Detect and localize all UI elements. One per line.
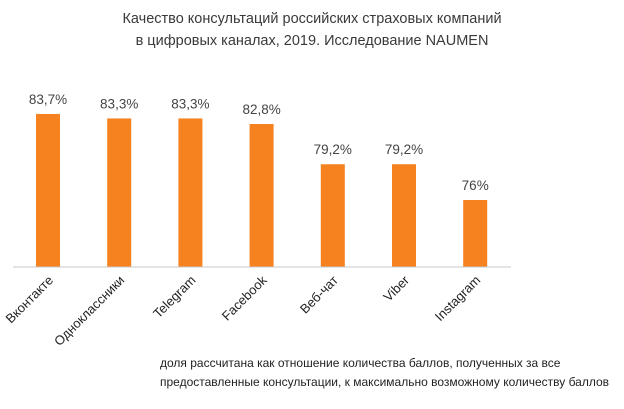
category-label: Facebook <box>219 272 270 323</box>
data-label: 82,8% <box>242 102 280 117</box>
category-label: Instagram <box>432 273 483 324</box>
bar <box>463 199 488 267</box>
data-label: 83,3% <box>171 96 209 111</box>
chart-title-line-1: Качество консультаций российских страхов… <box>122 11 502 27</box>
data-label: 83,7% <box>29 92 67 107</box>
bar <box>36 113 60 267</box>
chart-title-line-2: в цифровых каналах, 2019. Исследование N… <box>135 33 489 49</box>
data-label: 79,2% <box>314 142 352 157</box>
category-label: Viber <box>380 272 412 304</box>
category-label: Одноклассники <box>51 273 127 349</box>
bar <box>320 164 345 267</box>
chart-title: Качество консультаций российских страхов… <box>0 8 624 52</box>
bar <box>107 118 132 268</box>
category-label: Вконтакте <box>3 273 57 327</box>
data-label: 76% <box>462 178 489 193</box>
category-label: Веб-чат <box>297 272 341 316</box>
category-label: Telegram <box>150 273 198 321</box>
bar <box>249 124 274 267</box>
data-label: 79,2% <box>385 142 423 157</box>
bar <box>178 118 203 268</box>
footnote-line-1: доля рассчитана как отношение количества… <box>160 356 561 370</box>
chart-footnote: доля рассчитана как отношение количества… <box>160 354 609 392</box>
data-label: 83,3% <box>100 96 138 111</box>
footnote-line-2: предоставленные консультации, к максимал… <box>160 375 610 389</box>
bar <box>392 164 416 267</box>
